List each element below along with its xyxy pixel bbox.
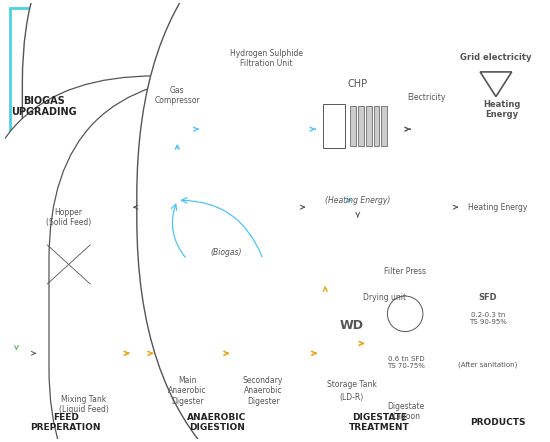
FancyBboxPatch shape [9,8,459,200]
Text: Gas
Compressor: Gas Compressor [155,86,200,106]
FancyBboxPatch shape [49,76,477,442]
Text: Secondary
Anaerobic
Digester: Secondary Anaerobic Digester [243,376,283,406]
Text: (LD-R): (LD-R) [340,393,364,402]
Polygon shape [456,267,520,347]
Text: FEED
PREPERATION: FEED PREPERATION [30,413,101,432]
Text: DIGESTATE
TREATMENT: DIGESTATE TREATMENT [349,413,410,432]
FancyBboxPatch shape [224,196,481,442]
Text: 0.6 tn SFD
TS 70-75%: 0.6 tn SFD TS 70-75% [387,356,425,369]
Text: (After sanitation): (After sanitation) [458,361,518,368]
Text: Hopper
(Solid Feed): Hopper (Solid Feed) [46,208,91,227]
FancyBboxPatch shape [9,200,133,427]
Text: ANAEROBIC
DIGESTION: ANAEROBIC DIGESTION [187,413,246,432]
Text: SFD: SFD [478,293,497,301]
FancyBboxPatch shape [137,0,550,442]
Text: Drying unit: Drying unit [363,293,406,302]
FancyBboxPatch shape [318,97,397,156]
FancyBboxPatch shape [413,110,423,149]
Circle shape [377,286,433,342]
FancyBboxPatch shape [459,8,540,432]
Text: Main
Anaerobic
Digester: Main Anaerobic Digester [168,376,206,406]
Text: PRODUCTS: PRODUCTS [470,418,526,427]
FancyBboxPatch shape [373,107,380,146]
FancyBboxPatch shape [133,200,305,427]
Polygon shape [41,240,96,289]
Text: Electricity: Electricity [408,92,446,102]
Text: BIOGAS
UPGRADING: BIOGAS UPGRADING [11,95,77,117]
Text: 0.2-0.3 tn
TS 90-95%: 0.2-0.3 tn TS 90-95% [469,312,507,325]
FancyBboxPatch shape [350,107,356,146]
Circle shape [387,296,423,332]
Polygon shape [351,220,420,283]
Text: CHP: CHP [348,79,368,89]
Text: (Heating Energy): (Heating Energy) [325,196,390,205]
FancyBboxPatch shape [366,107,372,146]
FancyBboxPatch shape [305,200,459,427]
FancyBboxPatch shape [367,343,444,394]
Text: (Biogas): (Biogas) [211,248,243,257]
Text: WD: WD [340,319,364,332]
Text: Hydrogen Sulphide
Filtration Unit: Hydrogen Sulphide Filtration Unit [229,49,302,68]
Text: Mixing Tank
(Liquid Feed): Mixing Tank (Liquid Feed) [59,395,108,414]
FancyBboxPatch shape [0,76,401,442]
Text: Grid electricity: Grid electricity [460,53,532,62]
Text: Storage Tank: Storage Tank [327,380,377,389]
FancyBboxPatch shape [382,107,387,146]
Polygon shape [480,72,512,97]
FancyBboxPatch shape [190,0,550,433]
FancyBboxPatch shape [358,107,364,146]
FancyBboxPatch shape [54,322,113,386]
Text: Digestate
Lagoon: Digestate Lagoon [388,402,425,421]
Polygon shape [160,117,195,157]
Text: Heating Energy: Heating Energy [468,203,527,212]
Text: Filter Press: Filter Press [384,267,426,276]
FancyBboxPatch shape [23,0,511,393]
Text: Heating
Energy: Heating Energy [483,100,520,119]
FancyBboxPatch shape [323,104,345,148]
FancyBboxPatch shape [431,110,441,149]
